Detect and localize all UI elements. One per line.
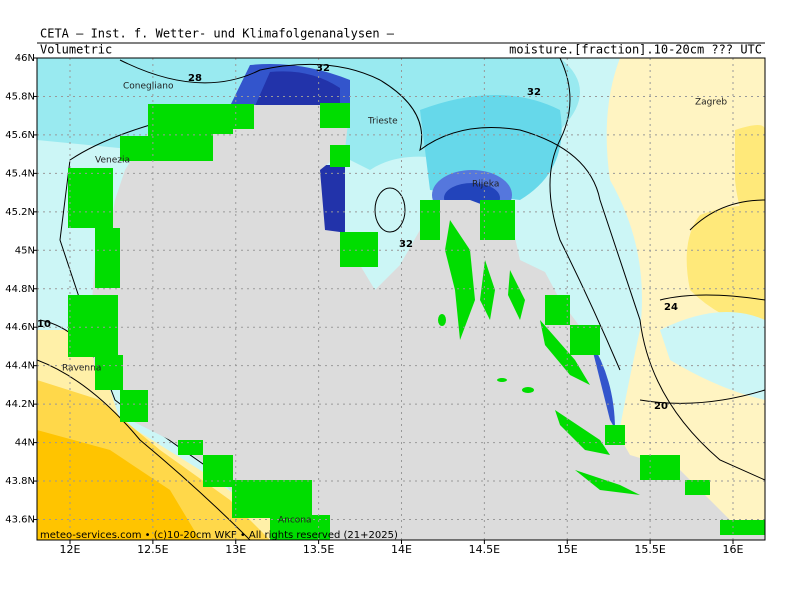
lat-tick-label: 44.4N <box>5 361 35 372</box>
city-label: Ravenna <box>62 364 101 374</box>
city-label: Venezia <box>95 156 130 166</box>
lon-tick-label: 12.5E <box>137 543 168 556</box>
lat-tick-label: 44.2N <box>5 399 35 410</box>
contour-label: 32 <box>316 63 330 74</box>
header-left: Volumetric <box>40 43 112 57</box>
contour-label: 32 <box>399 239 413 250</box>
lat-tick-label: 45.2N <box>5 207 35 218</box>
lon-tick-label: 12E <box>60 543 81 556</box>
lat-tick-label: 45N <box>15 245 35 256</box>
lat-tick-label: 44N <box>15 438 35 449</box>
contour-label: 24 <box>664 302 678 313</box>
contour-label: 10 <box>37 319 51 330</box>
lat-tick-label: 43.8N <box>5 476 35 487</box>
city-label: Rijeka <box>472 180 499 190</box>
lon-tick-label: 14E <box>391 543 412 556</box>
lon-tick-label: 14.5E <box>469 543 500 556</box>
lat-tick-label: 44.6N <box>5 322 35 333</box>
lon-tick-label: 16E <box>723 543 744 556</box>
lon-tick-label: 15.5E <box>634 543 665 556</box>
lat-tick-label: 43.6N <box>5 515 35 526</box>
city-label: Ancona <box>278 516 312 526</box>
city-label: Trieste <box>367 117 398 127</box>
lat-tick-label: 45.8N <box>5 91 35 102</box>
lon-tick-label: 13.5E <box>303 543 334 556</box>
city-label: Conegliano <box>123 82 174 92</box>
lat-tick-label: 45.6N <box>5 130 35 141</box>
contour-label: 32 <box>527 87 541 98</box>
map-field <box>37 58 765 540</box>
city-label: Zagreb <box>695 98 727 108</box>
contour-label: 28 <box>188 73 202 84</box>
map-frame <box>36 57 766 541</box>
contour-label: 20 <box>654 401 668 412</box>
lat-tick-label: 44.8N <box>5 284 35 295</box>
lon-tick-label: 15E <box>557 543 578 556</box>
lat-tick-label: 45.4N <box>5 168 35 179</box>
lon-tick-label: 13E <box>225 543 246 556</box>
lat-tick-label: 46N <box>15 53 35 64</box>
header-title: CETA – Inst. f. Wetter- und Klimafolgena… <box>40 27 395 41</box>
header-right: moisture.[fraction].10-20cm ??? UTC <box>509 43 762 57</box>
footer-credit: meteo-services.com • (c)10-20cm WKF • Al… <box>40 530 398 541</box>
